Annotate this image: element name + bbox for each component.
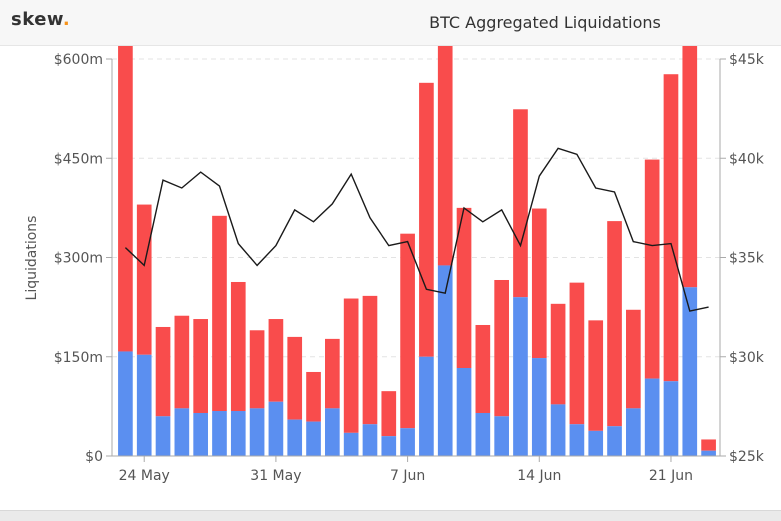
bar-short-liquidations <box>212 411 227 456</box>
bar-long-liquidations <box>456 207 472 368</box>
bar-long-liquidations <box>362 295 378 425</box>
bar-long-liquidations <box>230 281 246 412</box>
bar-short-liquidations <box>306 421 321 456</box>
bar-short-liquidations <box>682 287 698 456</box>
bar-short-liquidations <box>607 426 622 456</box>
logo-text: skew <box>11 9 63 30</box>
right-tick-label: $45k <box>729 52 765 68</box>
bar-short-liquidations <box>193 412 208 456</box>
bar-long-liquidations <box>400 233 415 429</box>
bar-long-liquidations <box>550 303 566 405</box>
bar-long-liquidations <box>701 439 716 451</box>
bar-long-liquidations <box>644 159 660 379</box>
bar-long-liquidations <box>118 46 133 352</box>
logo-dot: . <box>62 9 71 30</box>
chart-title: BTC Aggregated Liquidations <box>429 13 661 32</box>
right-tick-label: $35k <box>729 251 765 267</box>
bar-long-liquidations <box>287 336 303 420</box>
bar-long-liquidations <box>193 319 208 413</box>
bar-long-liquidations <box>268 319 284 402</box>
bar-short-liquidations <box>419 356 434 456</box>
bar-short-liquidations <box>701 450 716 456</box>
bar-long-liquidations <box>306 371 321 422</box>
x-tick-label: 21 Jun <box>649 468 693 484</box>
bar-short-liquidations <box>249 408 265 456</box>
bar-long-liquidations <box>663 74 679 382</box>
liquidations-chart: Liquidations $0 $150m $300m $450m $600m $25k $… <box>24 46 765 484</box>
bar-long-liquidations <box>249 330 265 409</box>
bar-short-liquidations <box>118 351 133 456</box>
footer-bar <box>0 510 781 521</box>
bar-long-liquidations <box>607 221 622 427</box>
left-tick-label: $150m <box>54 350 103 366</box>
bar-short-liquidations <box>550 404 566 456</box>
bar-long-liquidations <box>437 46 453 266</box>
bar-short-liquidations <box>230 411 246 456</box>
bar-long-liquidations <box>588 320 604 431</box>
bar-long-liquidations <box>212 215 227 412</box>
skew-logo[interactable]: skew. <box>11 9 70 30</box>
bar-long-liquidations <box>494 279 509 417</box>
bar-short-liquidations <box>343 432 359 456</box>
bar-long-liquidations <box>136 204 152 355</box>
bar-short-liquidations <box>475 412 491 456</box>
bar-long-liquidations <box>343 298 359 433</box>
x-tick-label: 14 Jun <box>517 468 561 484</box>
bar-short-liquidations <box>381 436 397 456</box>
left-tick-label: $0 <box>85 449 103 465</box>
x-tick-label: 7 Jun <box>390 468 425 484</box>
bar-short-liquidations <box>644 378 660 456</box>
bar-long-liquidations <box>381 391 397 437</box>
right-tick-label: $25k <box>729 449 765 465</box>
bar-long-liquidations <box>682 46 698 288</box>
chart-header: skew. BTC Aggregated Liquidations <box>0 0 781 46</box>
bar-short-liquidations <box>174 408 190 456</box>
x-tick-label: 31 May <box>250 468 301 484</box>
bar-short-liquidations <box>437 265 453 456</box>
bar-short-liquidations <box>626 408 641 456</box>
right-tick-label: $30k <box>729 350 765 366</box>
price-line <box>124 147 709 312</box>
bar-long-liquidations <box>531 208 547 359</box>
bar-short-liquidations <box>494 416 509 456</box>
labels-layer: Liquidations $0 $150m $300m $450m $600m $25k $… <box>24 52 765 484</box>
left-tick-label: $300m <box>54 251 103 267</box>
bar-short-liquidations <box>531 358 547 456</box>
bar-short-liquidations <box>588 430 604 456</box>
bar-short-liquidations <box>287 419 303 456</box>
axes-layer <box>111 59 721 457</box>
bar-long-liquidations <box>569 282 585 425</box>
bar-short-liquidations <box>663 381 679 456</box>
bar-short-liquidations <box>136 354 152 456</box>
bar-long-liquidations <box>325 338 340 409</box>
price-line-layer <box>124 147 709 312</box>
x-tick-label: 24 May <box>119 468 170 484</box>
bar-short-liquidations <box>325 408 340 456</box>
bar-long-liquidations <box>419 82 434 357</box>
bar-short-liquidations <box>362 424 378 456</box>
left-tick-label: $600m <box>54 52 103 68</box>
right-tick-label: $40k <box>729 151 765 167</box>
bar-short-liquidations <box>513 297 528 456</box>
bars-layer <box>118 46 716 456</box>
bar-short-liquidations <box>456 367 472 456</box>
bar-long-liquidations <box>475 324 491 413</box>
bar-long-liquidations <box>513 109 528 298</box>
bar-short-liquidations <box>155 416 171 456</box>
left-tick-label: $450m <box>54 151 103 167</box>
bar-short-liquidations <box>268 401 284 456</box>
bar-long-liquidations <box>155 326 171 417</box>
bar-short-liquidations <box>400 428 415 456</box>
y-axis-label: Liquidations <box>24 216 40 301</box>
bar-short-liquidations <box>569 424 585 456</box>
bar-long-liquidations <box>626 309 641 409</box>
bar-long-liquidations <box>174 315 190 409</box>
